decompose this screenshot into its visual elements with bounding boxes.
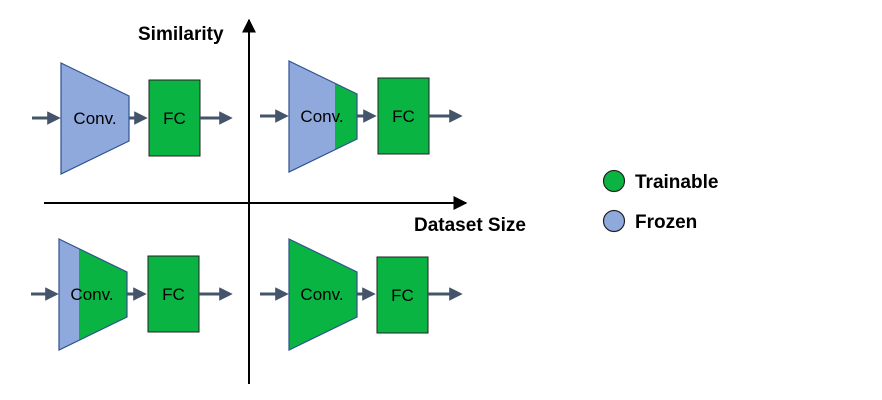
conv-outline [288, 60, 358, 173]
legend-swatch-trainable [602, 169, 626, 193]
legend-swatch-frozen [602, 209, 626, 233]
quadrant-top-right: Conv. FC [260, 60, 463, 173]
fc-block [376, 256, 429, 334]
conv-label: Conv. [300, 107, 343, 126]
conv-outline [288, 238, 358, 351]
fc-label: FC [163, 109, 186, 128]
fc-label: FC [392, 107, 415, 126]
x-axis-label: Dataset Size [414, 215, 526, 236]
conv-frozen-region [59, 239, 79, 350]
quadrant-bottom-left: Conv. FC [31, 238, 233, 351]
conv-label: Conv. [70, 285, 113, 304]
fc-block [147, 255, 200, 333]
fc-block [148, 79, 201, 157]
y-axis-label: Similarity [138, 24, 224, 45]
conv-outline [60, 62, 130, 175]
conv-label: Conv. [300, 285, 343, 304]
conv-block: Conv. [60, 62, 130, 175]
legend-label-frozen: Frozen [635, 212, 697, 233]
conv-block: Conv. [58, 238, 128, 351]
legend-label-trainable: Trainable [635, 172, 718, 193]
conv-block: Conv. [288, 238, 358, 351]
fc-label: FC [391, 286, 414, 305]
conv-outline [58, 238, 128, 351]
legend: Trainable Frozen [602, 169, 718, 233]
quadrant-bottom-right: Conv. FC [260, 238, 463, 351]
conv-block: Conv. [288, 60, 358, 173]
fc-label: FC [162, 285, 185, 304]
quadrant-top-left: Conv. FC [32, 62, 233, 175]
conv-label: Conv. [73, 109, 116, 128]
